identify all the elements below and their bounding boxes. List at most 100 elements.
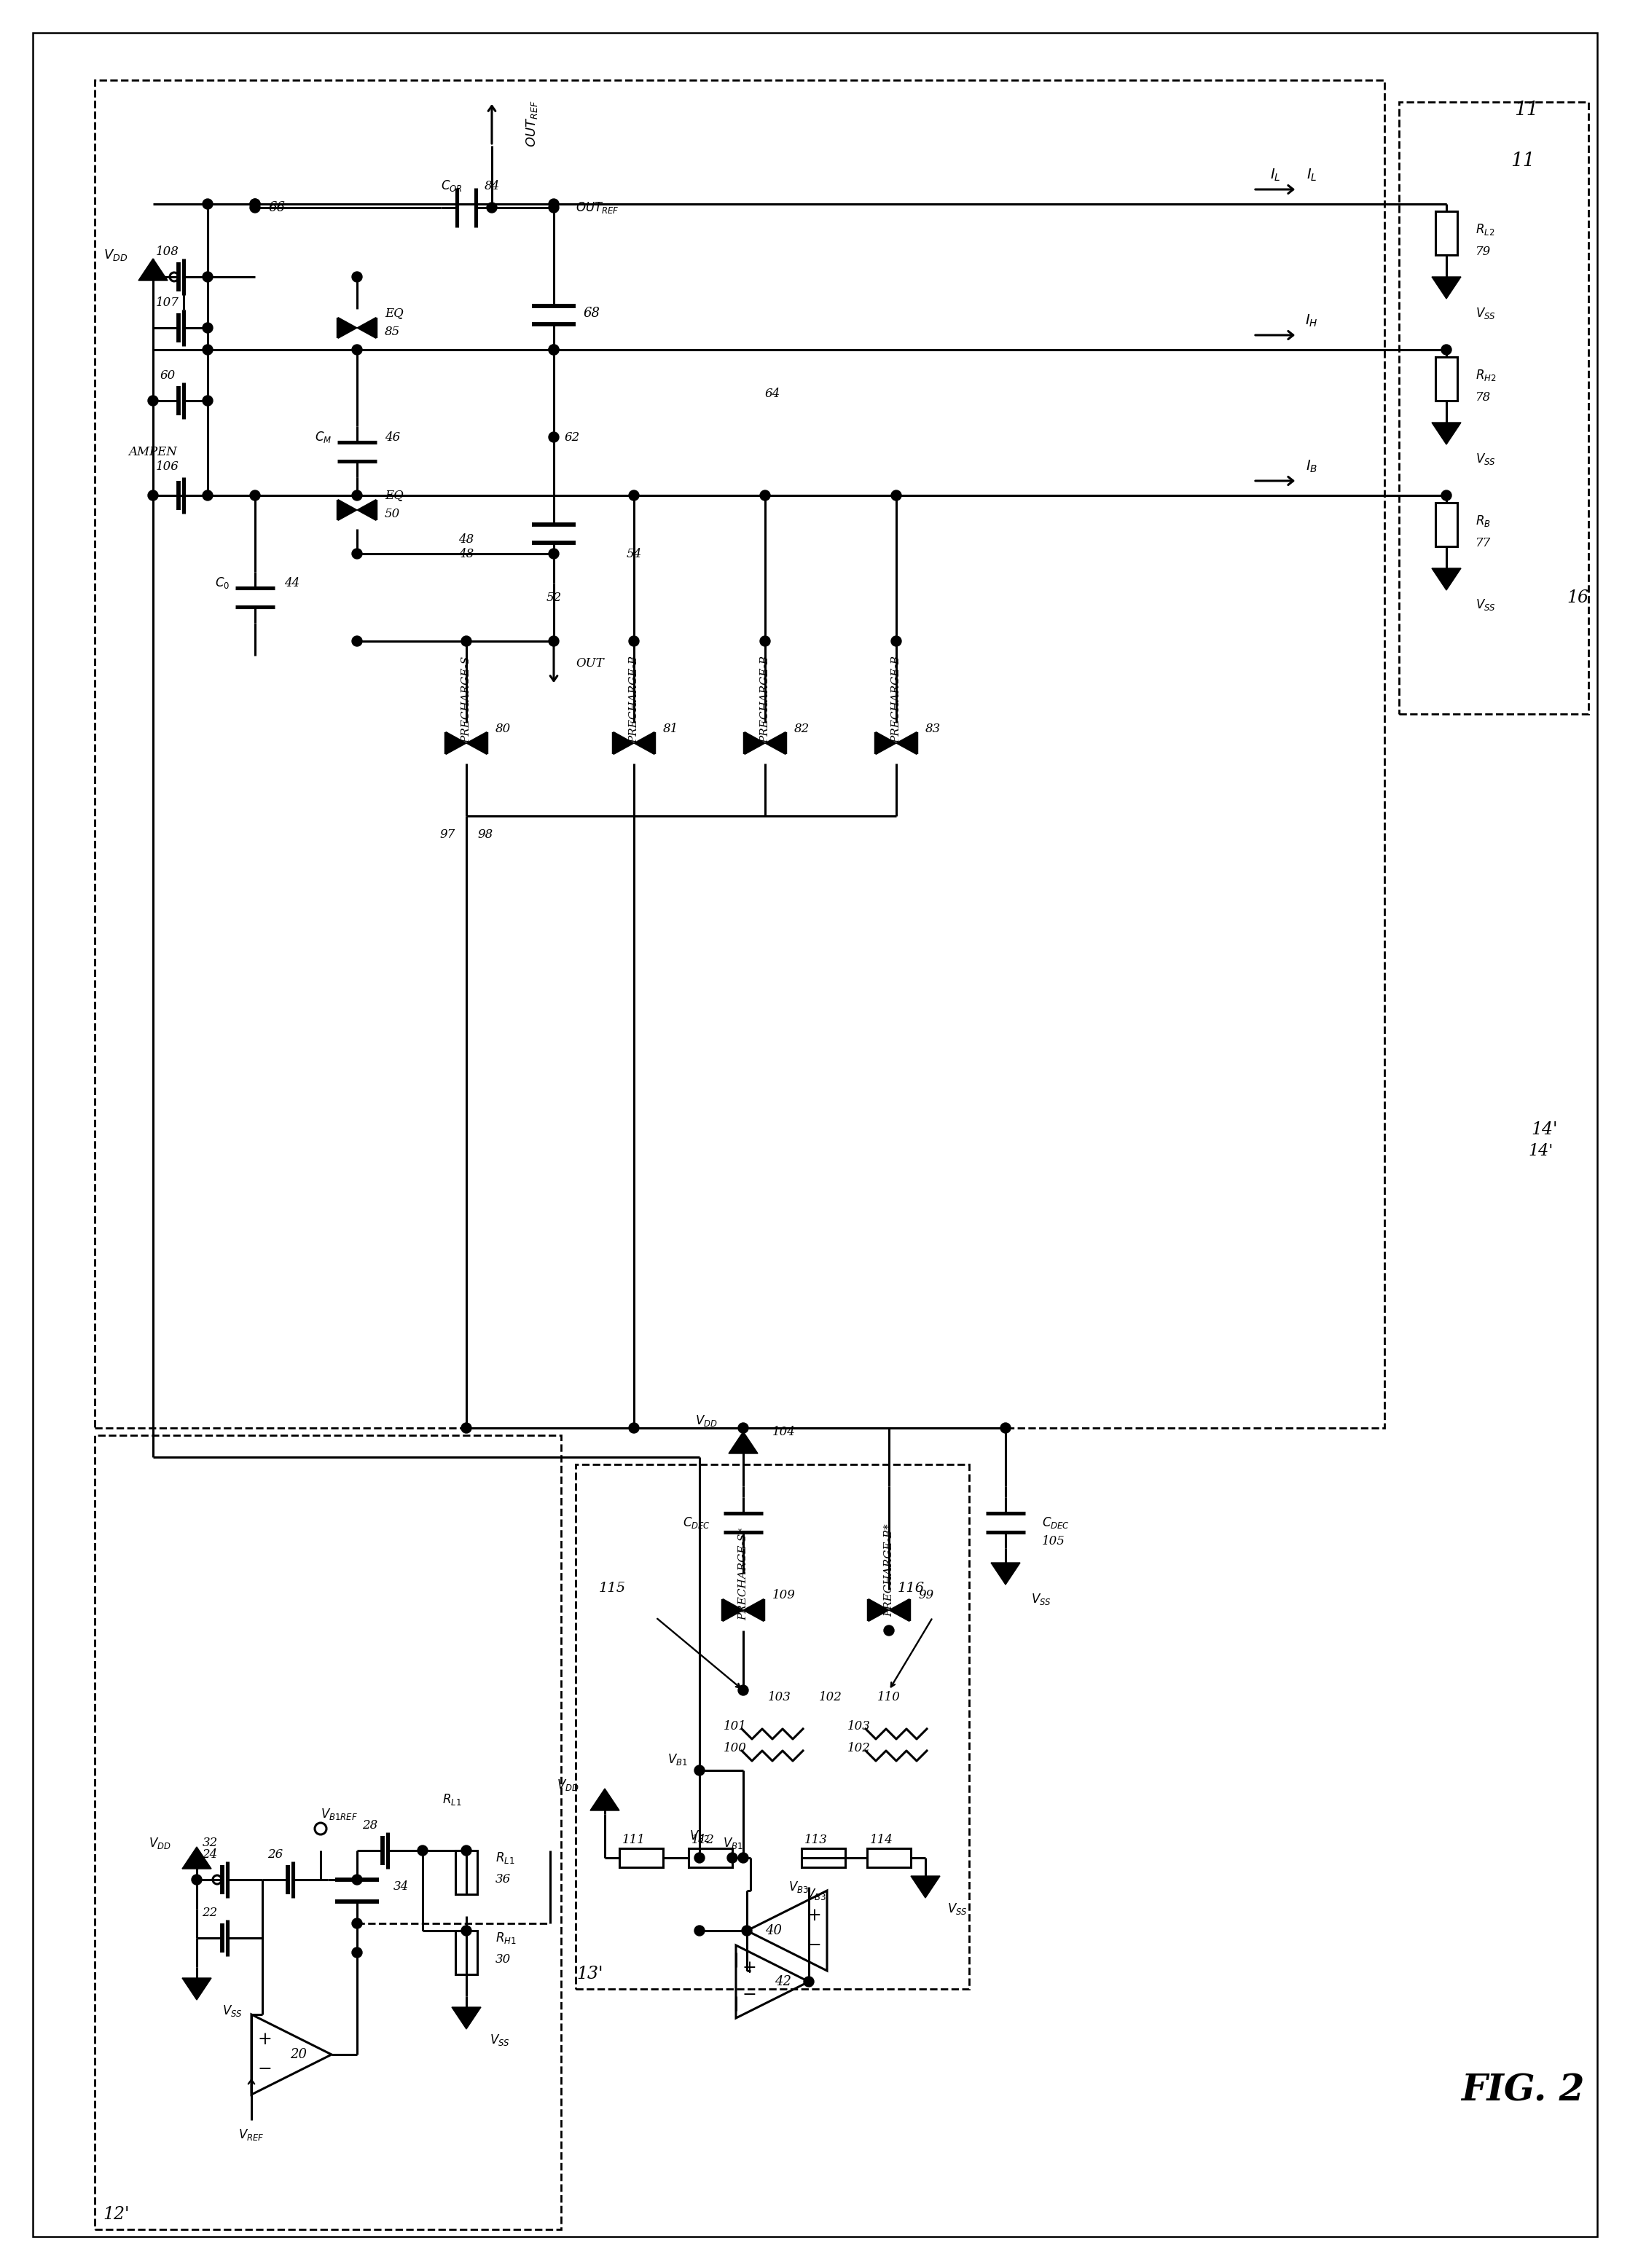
Text: 84: 84	[484, 179, 500, 193]
Circle shape	[629, 1422, 639, 1433]
Text: AMPEN: AMPEN	[129, 445, 178, 458]
Text: 68: 68	[584, 306, 600, 320]
Text: 116: 116	[897, 1581, 924, 1594]
Text: 11: 11	[1511, 152, 1535, 170]
Text: 62: 62	[564, 431, 580, 442]
Text: 104: 104	[773, 1424, 795, 1438]
Text: 42: 42	[774, 1975, 792, 1989]
Circle shape	[202, 272, 214, 281]
Circle shape	[738, 1853, 748, 1862]
Bar	[455, 1851, 478, 1894]
Text: $V_{DD}$: $V_{DD}$	[696, 1413, 717, 1429]
Text: $V_{SS}$: $V_{SS}$	[1475, 306, 1496, 320]
Bar	[688, 1848, 732, 1867]
Circle shape	[487, 202, 497, 213]
Circle shape	[804, 1978, 813, 1987]
Polygon shape	[869, 1599, 888, 1622]
Text: 105: 105	[1042, 1535, 1064, 1547]
Polygon shape	[1431, 422, 1460, 445]
Circle shape	[202, 490, 214, 501]
Circle shape	[549, 549, 559, 558]
Polygon shape	[590, 1789, 619, 1810]
Circle shape	[742, 1926, 751, 1937]
Text: $V_{REF}$: $V_{REF}$	[238, 2127, 264, 2141]
Text: $C_{OR}$: $C_{OR}$	[442, 179, 463, 193]
Text: 26: 26	[267, 1848, 284, 1860]
Text: $V_{SS}$: $V_{SS}$	[1475, 451, 1496, 467]
Circle shape	[760, 490, 771, 501]
Text: 48: 48	[458, 547, 474, 560]
Bar	[619, 1848, 663, 1867]
Polygon shape	[337, 318, 357, 338]
Circle shape	[352, 272, 362, 281]
Circle shape	[249, 202, 261, 213]
Text: 115: 115	[598, 1581, 626, 1594]
Circle shape	[202, 200, 214, 209]
Polygon shape	[183, 1846, 212, 1869]
Text: 64: 64	[764, 388, 781, 399]
Circle shape	[694, 1926, 704, 1937]
Polygon shape	[452, 2007, 481, 2030]
Text: $V_{DD}$: $V_{DD}$	[557, 1778, 579, 1792]
Text: $V_{B3}$: $V_{B3}$	[805, 1887, 826, 1901]
Circle shape	[352, 635, 362, 646]
Text: +: +	[258, 2030, 272, 2048]
Text: 46: 46	[385, 431, 401, 442]
Circle shape	[629, 490, 639, 501]
Text: 28: 28	[362, 1819, 378, 1830]
Text: $V_{SS}$: $V_{SS}$	[1475, 596, 1496, 612]
Polygon shape	[357, 318, 377, 338]
Circle shape	[352, 1919, 362, 1928]
Bar	[802, 1848, 846, 1867]
Text: 14': 14'	[1532, 1120, 1558, 1139]
Text: 108: 108	[156, 245, 179, 259]
Polygon shape	[466, 733, 487, 755]
Circle shape	[1441, 345, 1451, 354]
Text: FIG. 2: FIG. 2	[1460, 2073, 1584, 2109]
Text: $R_{L1}$: $R_{L1}$	[496, 1851, 515, 1864]
Text: 34: 34	[393, 1880, 409, 1894]
Text: 24: 24	[202, 1848, 217, 1860]
Text: EQ: EQ	[385, 306, 404, 320]
Circle shape	[694, 1853, 704, 1862]
Circle shape	[461, 1926, 471, 1937]
Text: PRECHARGE-S: PRECHARGE-S	[461, 655, 471, 744]
Text: 113: 113	[805, 1833, 828, 1846]
Polygon shape	[764, 733, 786, 755]
Polygon shape	[357, 499, 377, 519]
Bar	[1436, 211, 1457, 254]
Circle shape	[760, 635, 771, 646]
Text: 103: 103	[768, 1692, 791, 1703]
Polygon shape	[729, 1431, 758, 1454]
Text: $C_{DEC}$: $C_{DEC}$	[683, 1515, 711, 1531]
Circle shape	[549, 200, 559, 209]
Text: $V_{B2}$: $V_{B2}$	[689, 1828, 709, 1844]
Text: $V_{B1}$: $V_{B1}$	[724, 1837, 743, 1851]
Text: 98: 98	[478, 828, 492, 841]
Circle shape	[549, 345, 559, 354]
Text: 85: 85	[385, 324, 401, 338]
Text: 30: 30	[496, 1953, 510, 1966]
Text: 77: 77	[1475, 538, 1491, 549]
Circle shape	[192, 1876, 202, 1885]
Circle shape	[549, 431, 559, 442]
Text: $V_{SS}$: $V_{SS}$	[947, 1901, 968, 1916]
Text: $C_{DEC}$: $C_{DEC}$	[1042, 1515, 1069, 1531]
Circle shape	[738, 1685, 748, 1696]
Text: 44: 44	[284, 576, 300, 590]
Text: 54: 54	[626, 547, 642, 560]
Circle shape	[461, 1422, 471, 1433]
Text: 40: 40	[766, 1923, 782, 1937]
Polygon shape	[991, 1563, 1020, 1585]
Polygon shape	[447, 733, 466, 755]
Text: 101: 101	[724, 1721, 747, 1733]
Circle shape	[461, 635, 471, 646]
Circle shape	[249, 490, 261, 501]
Text: PRECHARGE-B: PRECHARGE-B	[892, 655, 901, 744]
Circle shape	[892, 635, 901, 646]
Text: $R_B$: $R_B$	[1475, 513, 1491, 528]
Polygon shape	[337, 499, 357, 519]
Text: 109: 109	[773, 1590, 795, 1601]
Circle shape	[202, 322, 214, 333]
Polygon shape	[1431, 569, 1460, 590]
